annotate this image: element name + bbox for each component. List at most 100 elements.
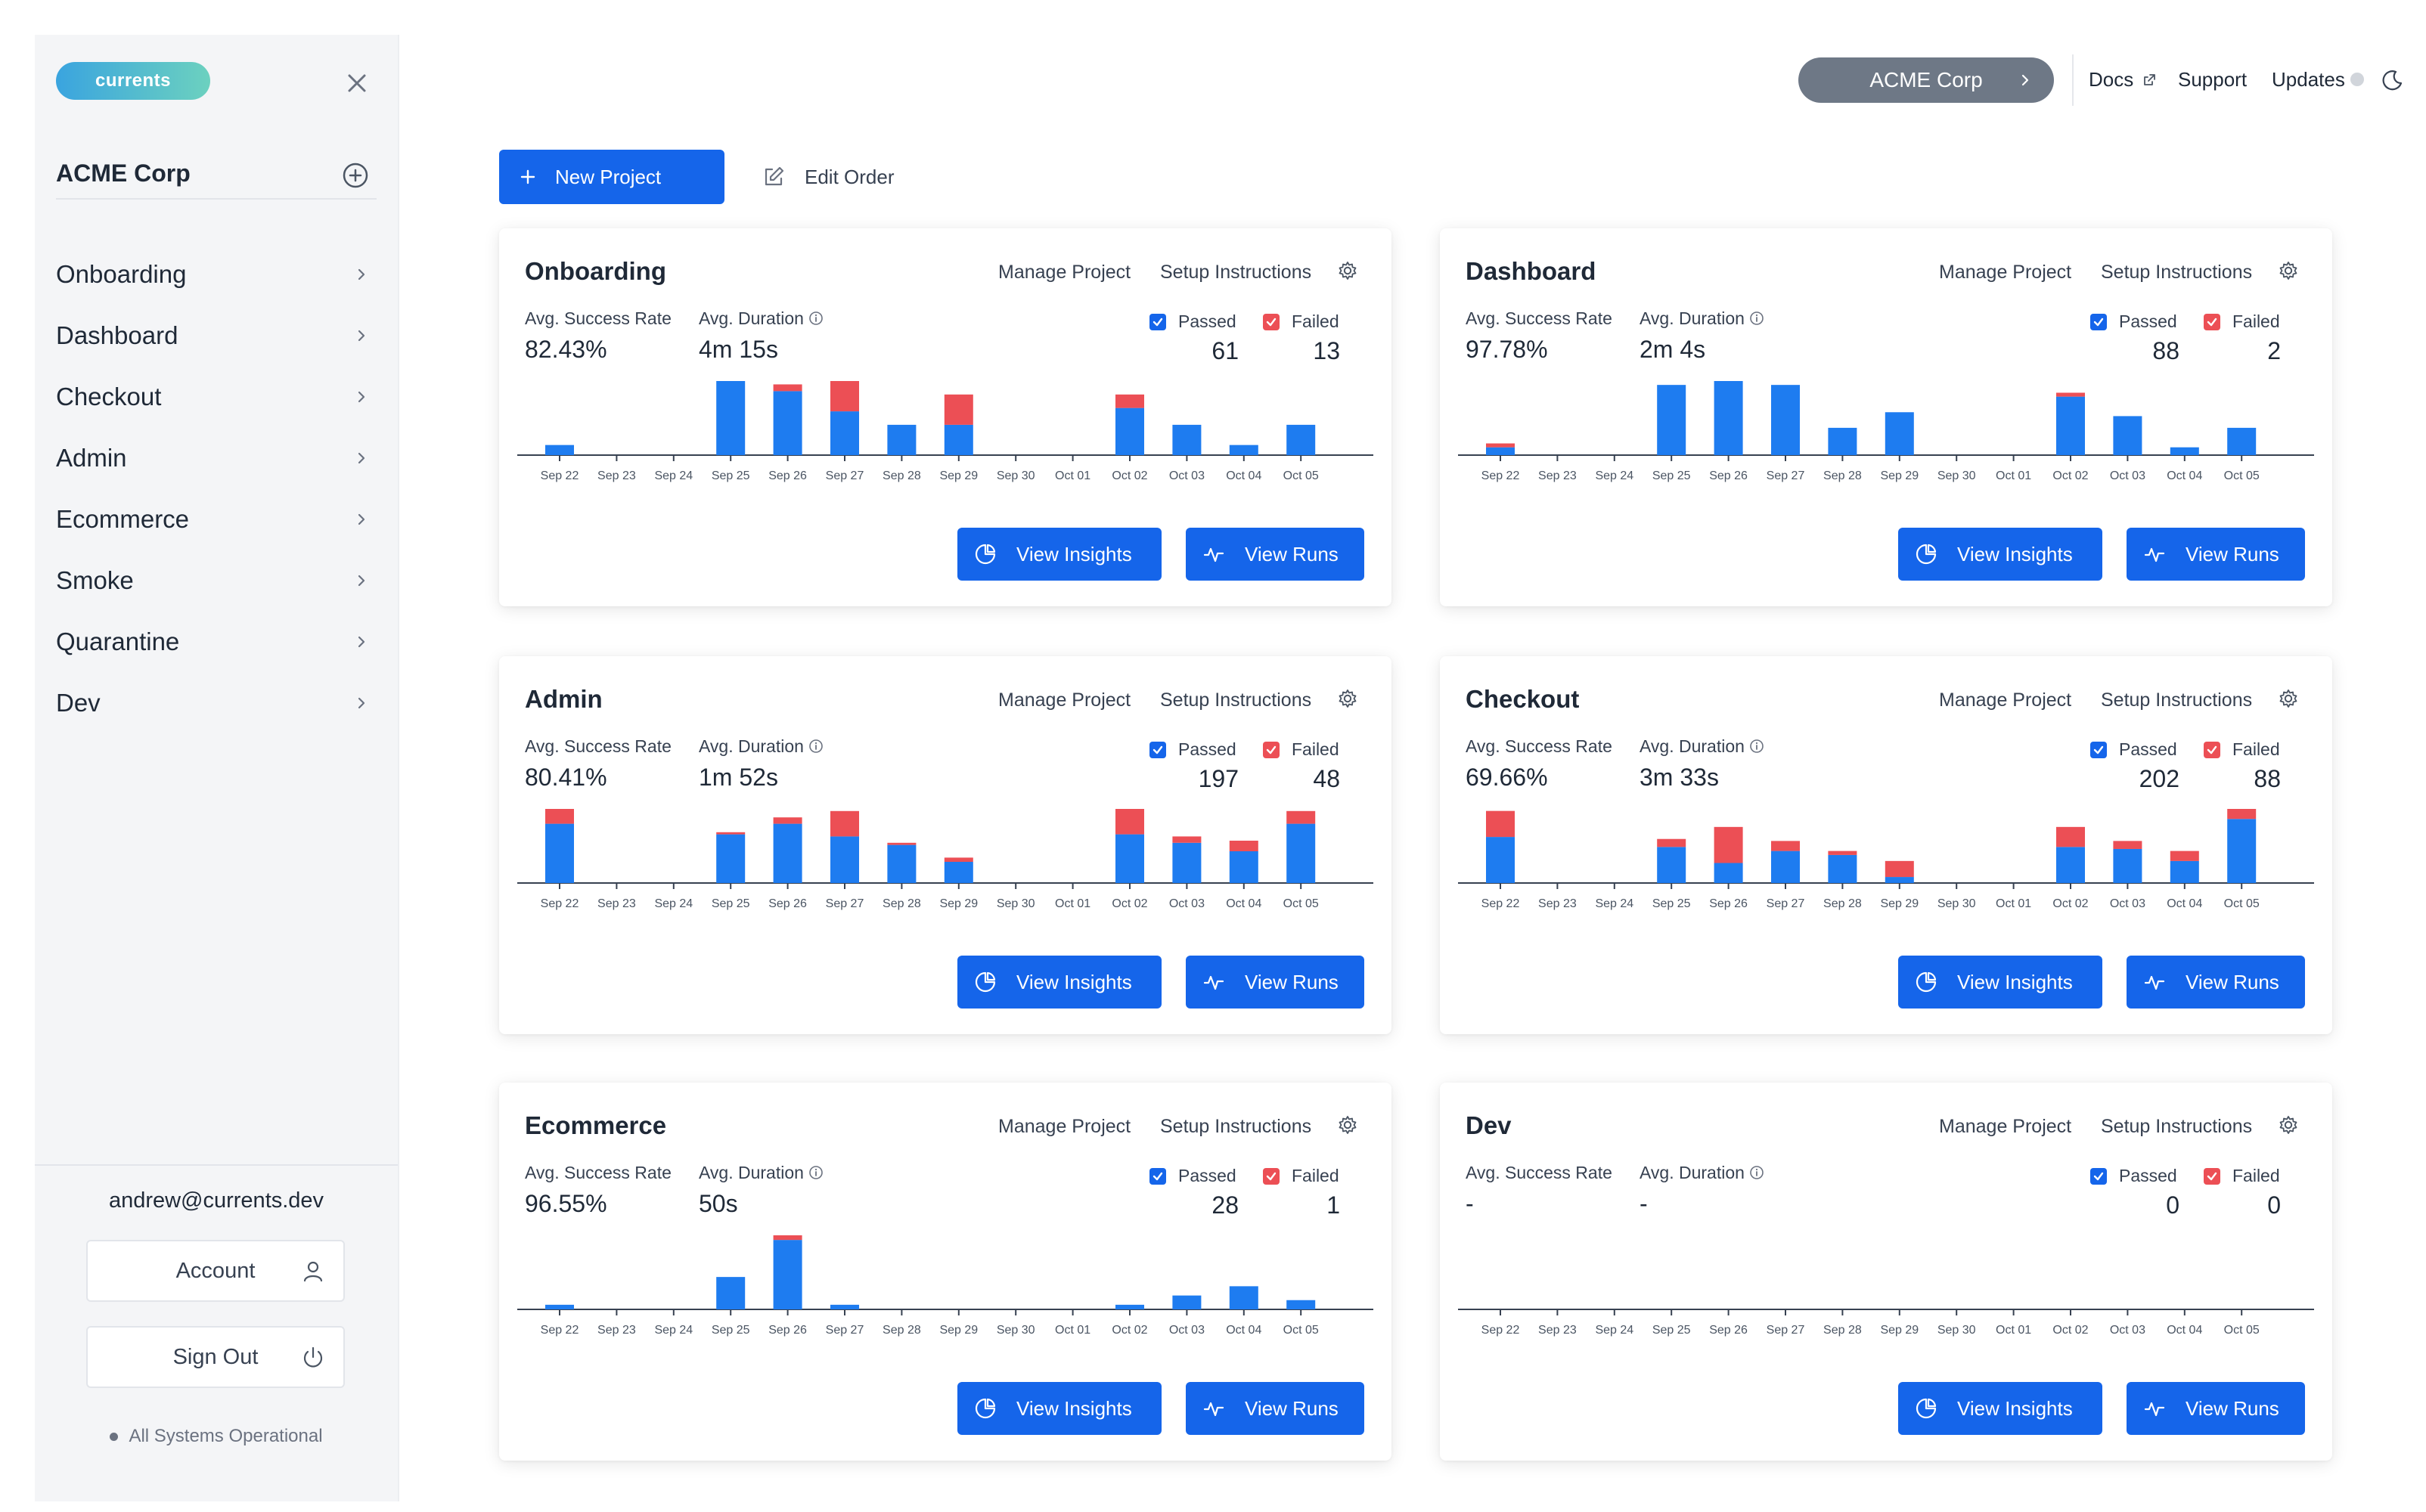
passed-bar[interactable] — [1172, 1295, 1202, 1309]
sidebar-item-ecommerce[interactable]: Ecommerce — [56, 488, 377, 550]
legend-failed[interactable]: Failed — [2204, 739, 2280, 760]
passed-bar[interactable] — [1115, 1304, 1144, 1309]
failed-bar[interactable] — [2056, 826, 2085, 847]
legend-passed[interactable]: Passed — [1149, 311, 1236, 332]
info-icon[interactable] — [808, 311, 824, 326]
legend-failed[interactable]: Failed — [2204, 1166, 2280, 1186]
close-icon[interactable] — [342, 68, 372, 98]
manage-project-link[interactable]: Manage Project — [1939, 262, 2072, 283]
passed-bar[interactable] — [1486, 837, 1515, 883]
passed-bar[interactable] — [830, 836, 859, 883]
failed-bar[interactable] — [2113, 841, 2142, 849]
passed-bar[interactable] — [830, 1304, 859, 1309]
failed-bar[interactable] — [887, 842, 917, 845]
failed-bar[interactable] — [716, 832, 746, 835]
setup-instructions-link[interactable]: Setup Instructions — [2101, 262, 2253, 283]
account-button[interactable]: Account — [86, 1240, 345, 1302]
sidebar-item-onboarding[interactable]: Onboarding — [56, 243, 377, 305]
passed-bar[interactable] — [2227, 819, 2257, 883]
view-insights-button[interactable]: View Insights — [1898, 956, 2102, 1009]
settings-gear-icon[interactable] — [2278, 1114, 2299, 1136]
passed-bar[interactable] — [1657, 385, 1686, 455]
legend-passed[interactable]: Passed — [2090, 739, 2177, 760]
passed-bar[interactable] — [1229, 1286, 1258, 1309]
setup-instructions-link[interactable]: Setup Instructions — [2101, 1116, 2253, 1137]
sidebar-item-checkout[interactable]: Checkout — [56, 366, 377, 427]
setup-instructions-link[interactable]: Setup Instructions — [1160, 1116, 1312, 1137]
passed-bar[interactable] — [716, 834, 746, 883]
passed-bar[interactable] — [1771, 385, 1800, 455]
failed-bar[interactable] — [1486, 443, 1515, 448]
passed-bar[interactable] — [2056, 847, 2085, 883]
failed-bar[interactable] — [1714, 826, 1743, 863]
settings-gear-icon[interactable] — [1337, 260, 1358, 281]
docs-link[interactable]: Docs — [2089, 68, 2157, 91]
passed-bar[interactable] — [716, 381, 746, 455]
view-runs-button[interactable]: View Runs — [2127, 1382, 2305, 1435]
org-pill-button[interactable]: ACME Corp — [1798, 57, 2054, 103]
passed-bar[interactable] — [2227, 427, 2257, 455]
passed-bar[interactable] — [1229, 445, 1258, 455]
failed-bar[interactable] — [830, 381, 859, 412]
passed-bar[interactable] — [1771, 850, 1800, 883]
sidebar-item-admin[interactable]: Admin — [56, 427, 377, 488]
view-insights-button[interactable]: View Insights — [957, 956, 1162, 1009]
manage-project-link[interactable]: Manage Project — [998, 1116, 1131, 1137]
legend-passed[interactable]: Passed — [2090, 1166, 2177, 1186]
passed-bar[interactable] — [545, 823, 574, 883]
info-icon[interactable] — [808, 739, 824, 754]
passed-bar[interactable] — [1486, 447, 1515, 455]
sidebar-item-dashboard[interactable]: Dashboard — [56, 305, 377, 366]
legend-passed[interactable]: Passed — [1149, 739, 1236, 760]
failed-bar[interactable] — [1286, 810, 1316, 824]
failed-bar[interactable] — [944, 394, 973, 425]
setup-instructions-link[interactable]: Setup Instructions — [2101, 689, 2253, 711]
failed-bar[interactable] — [773, 817, 802, 824]
passed-bar[interactable] — [1885, 412, 1914, 455]
info-icon[interactable] — [808, 1165, 824, 1180]
sidebar-item-smoke[interactable]: Smoke — [56, 550, 377, 611]
view-runs-button[interactable]: View Runs — [1186, 1382, 1364, 1435]
failed-bar[interactable] — [2227, 809, 2257, 820]
passed-bar[interactable] — [1172, 424, 1202, 455]
sign-out-button[interactable]: Sign Out — [86, 1326, 345, 1388]
passed-bar[interactable] — [1286, 424, 1316, 455]
setup-instructions-link[interactable]: Setup Instructions — [1160, 689, 1312, 711]
manage-project-link[interactable]: Manage Project — [998, 689, 1131, 711]
info-icon[interactable] — [1749, 739, 1764, 754]
support-link[interactable]: Support — [2178, 68, 2248, 91]
failed-bar[interactable] — [1172, 836, 1202, 843]
passed-bar[interactable] — [1229, 851, 1258, 883]
passed-bar[interactable] — [2170, 447, 2199, 455]
view-insights-button[interactable]: View Insights — [957, 528, 1162, 581]
passed-bar[interactable] — [1172, 842, 1202, 883]
failed-bar[interactable] — [773, 384, 802, 392]
failed-bar[interactable] — [1657, 838, 1686, 847]
moon-icon[interactable] — [2381, 68, 2405, 92]
legend-failed[interactable]: Failed — [1263, 739, 1339, 760]
manage-project-link[interactable]: Manage Project — [1939, 689, 2072, 711]
failed-bar[interactable] — [2170, 850, 2199, 861]
currents-logo[interactable]: currents — [56, 62, 210, 100]
passed-bar[interactable] — [1885, 877, 1914, 883]
legend-passed[interactable]: Passed — [2090, 311, 2177, 332]
updates-link[interactable]: Updates — [2272, 68, 2345, 91]
manage-project-link[interactable]: Manage Project — [998, 262, 1131, 283]
passed-bar[interactable] — [2113, 416, 2142, 455]
sidebar-item-dev[interactable]: Dev — [56, 672, 377, 733]
legend-failed[interactable]: Failed — [2204, 311, 2280, 332]
passed-bar[interactable] — [545, 1304, 574, 1309]
passed-bar[interactable] — [1828, 427, 1857, 455]
failed-bar[interactable] — [1486, 810, 1515, 838]
passed-bar[interactable] — [944, 862, 973, 883]
failed-bar[interactable] — [944, 857, 973, 862]
settings-gear-icon[interactable] — [1337, 688, 1358, 709]
passed-bar[interactable] — [2170, 860, 2199, 883]
passed-bar[interactable] — [773, 823, 802, 883]
failed-bar[interactable] — [1115, 809, 1144, 835]
view-insights-button[interactable]: View Insights — [1898, 528, 2102, 581]
settings-gear-icon[interactable] — [1337, 1114, 1358, 1136]
failed-bar[interactable] — [1828, 850, 1857, 855]
passed-bar[interactable] — [773, 391, 802, 455]
passed-bar[interactable] — [1115, 834, 1144, 883]
